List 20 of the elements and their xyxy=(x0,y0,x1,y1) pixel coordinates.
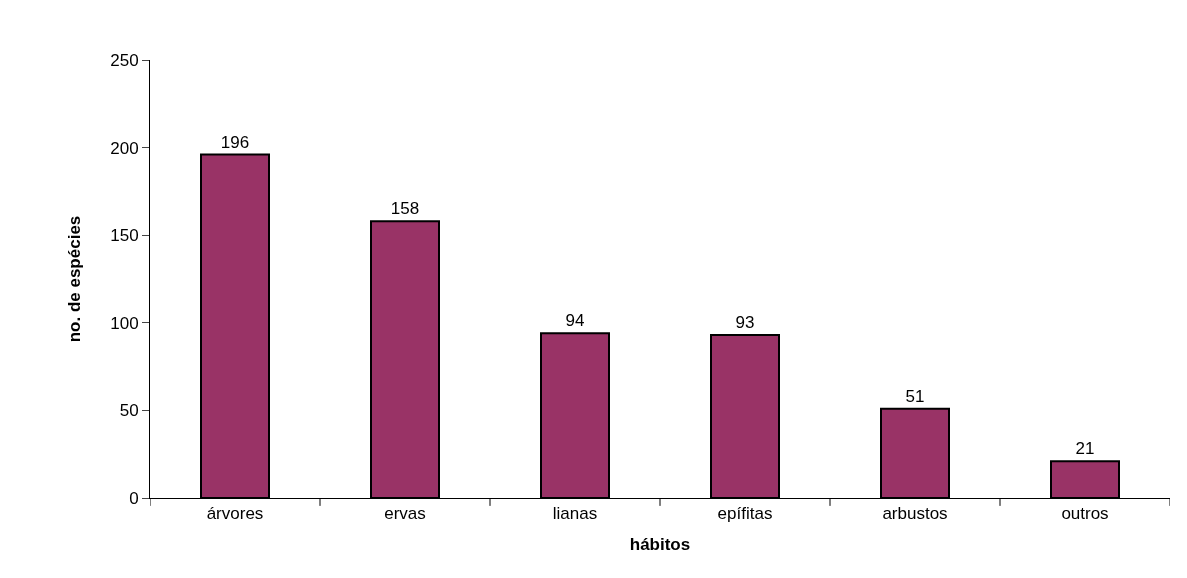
y-tick-label: 200 xyxy=(110,138,139,158)
y-tick-label: 50 xyxy=(119,401,139,421)
x-tick-label: árvores xyxy=(206,504,264,524)
x-tick-label: outros xyxy=(1061,504,1109,524)
data-label: 196 xyxy=(220,132,250,152)
data-label: 51 xyxy=(905,386,925,406)
x-tick-label: lianas xyxy=(552,504,598,524)
x-axis-title: hábitos xyxy=(629,534,691,554)
y-tick-label: 100 xyxy=(110,313,139,333)
data-label: 21 xyxy=(1075,439,1095,459)
data-label: 94 xyxy=(565,311,585,331)
y-tick-label: 150 xyxy=(110,226,139,246)
x-tick-label: arbustos xyxy=(882,504,948,524)
x-tick-label: ervas xyxy=(384,504,426,524)
y-axis-title: no. de espécies xyxy=(64,215,84,343)
data-label: 158 xyxy=(390,199,420,219)
data-label: 93 xyxy=(735,313,755,333)
y-tick-label: 250 xyxy=(110,50,139,70)
x-tick-label: epífitas xyxy=(717,504,773,524)
y-tick-label: 0 xyxy=(129,488,139,508)
